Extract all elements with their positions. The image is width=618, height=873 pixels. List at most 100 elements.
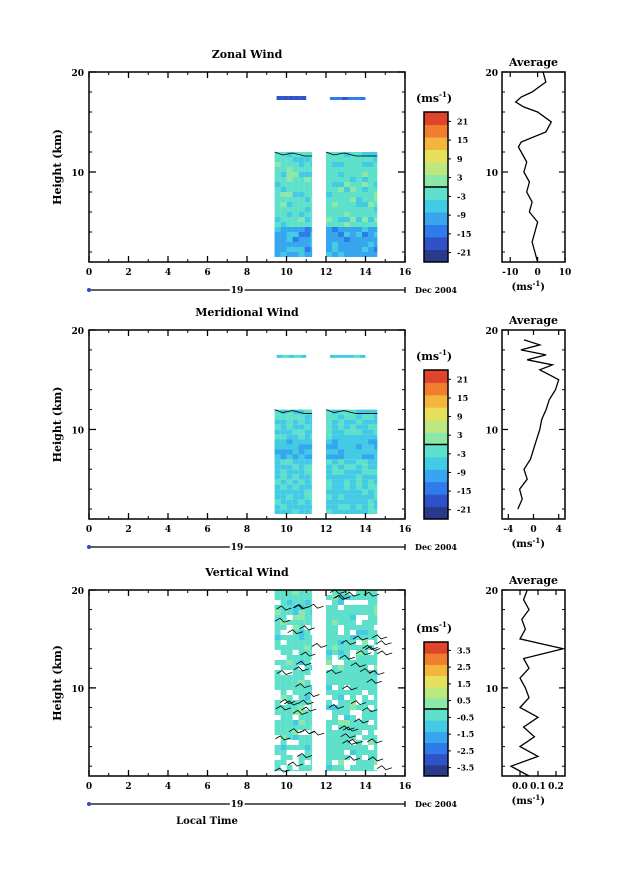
data-cell xyxy=(298,755,305,760)
colorbar-segment xyxy=(424,742,448,755)
data-cell xyxy=(280,212,287,217)
data-cell xyxy=(286,237,293,242)
contour-line xyxy=(362,644,378,650)
x-tick-label: 10 xyxy=(280,525,293,535)
data-cell xyxy=(368,449,374,455)
data-cell xyxy=(310,710,313,715)
data-cell xyxy=(368,459,374,465)
data-cell xyxy=(374,705,378,710)
data-cell xyxy=(326,685,332,690)
data-cell xyxy=(356,424,362,430)
data-cell xyxy=(310,167,313,172)
data-cell xyxy=(374,720,378,725)
x-tick-label: 6 xyxy=(204,782,210,792)
data-cell xyxy=(374,655,378,660)
data-cell xyxy=(310,504,313,510)
data-cell xyxy=(356,429,362,435)
data-cell xyxy=(310,162,313,167)
data-cell xyxy=(374,237,378,242)
data-cell xyxy=(292,700,299,705)
data-cell xyxy=(332,630,338,635)
data-cell xyxy=(286,464,293,470)
contour-line xyxy=(376,765,393,771)
data-cell xyxy=(298,760,305,765)
data-cell xyxy=(286,152,293,157)
data-cell xyxy=(310,740,313,745)
data-cell xyxy=(374,252,378,257)
data-cell xyxy=(298,227,305,232)
data-cell xyxy=(286,444,293,450)
data-cell xyxy=(374,499,378,505)
data-cell xyxy=(292,725,299,730)
data-cell xyxy=(350,252,356,257)
data-cell xyxy=(338,720,344,725)
data-cell xyxy=(374,474,378,480)
data-cell xyxy=(292,735,299,740)
data-cell xyxy=(329,354,336,358)
data-cell xyxy=(332,770,338,772)
data-cell xyxy=(298,690,305,695)
data-cell xyxy=(292,499,299,505)
data-cell xyxy=(338,504,344,510)
data-cell xyxy=(338,760,344,765)
data-cell xyxy=(288,96,295,100)
data-cell xyxy=(362,700,368,705)
contour-line xyxy=(325,409,378,414)
data-cell xyxy=(341,354,348,358)
data-cell xyxy=(374,760,378,765)
data-cell xyxy=(310,459,313,465)
data-cell xyxy=(310,157,313,162)
data-cell xyxy=(350,499,356,505)
data-cell xyxy=(280,464,287,470)
data-cell xyxy=(326,635,332,640)
data-cell xyxy=(344,479,350,485)
data-cell xyxy=(344,675,350,680)
data-cell xyxy=(362,187,368,192)
data-cell xyxy=(332,755,338,760)
data-cell xyxy=(368,600,374,605)
data-cell xyxy=(304,192,311,197)
data-cell xyxy=(356,227,362,232)
data-cell xyxy=(304,484,311,490)
data-cell xyxy=(292,409,299,415)
data-cell xyxy=(374,650,378,655)
data-cell xyxy=(368,414,374,420)
data-cell xyxy=(298,197,305,202)
data-cell xyxy=(304,157,311,162)
data-cell xyxy=(344,700,350,705)
data-cell xyxy=(326,232,332,237)
data-cell xyxy=(338,695,344,700)
data-cell xyxy=(374,725,378,730)
data-cell xyxy=(332,162,338,167)
data-cell xyxy=(338,670,344,675)
data-cell xyxy=(304,454,311,460)
data-cell xyxy=(362,650,368,655)
data-cell xyxy=(350,665,356,670)
data-cell xyxy=(310,610,313,615)
data-cell xyxy=(304,409,311,415)
data-cell xyxy=(274,157,281,162)
colorbar-tick-label: 15 xyxy=(457,393,468,403)
data-cell xyxy=(286,182,293,187)
data-cell xyxy=(310,434,313,440)
colorbar-segment xyxy=(424,642,448,654)
data-cell xyxy=(292,730,299,735)
colorbar-segment xyxy=(424,697,448,710)
data-cell xyxy=(356,464,362,470)
data-cell xyxy=(356,770,362,772)
x-tick-label: 14 xyxy=(359,782,372,792)
data-cell xyxy=(326,670,332,675)
data-cell xyxy=(298,212,305,217)
data-cell xyxy=(310,222,313,227)
contour-line xyxy=(296,660,312,666)
data-cell xyxy=(292,434,299,440)
data-cell xyxy=(280,720,287,725)
data-cell xyxy=(280,177,287,182)
data-cell xyxy=(310,454,313,460)
data-cell xyxy=(356,750,362,755)
data-cell xyxy=(374,222,378,227)
data-cell xyxy=(292,615,299,620)
data-cell xyxy=(332,690,338,695)
x-tick-label: 14 xyxy=(359,525,372,535)
